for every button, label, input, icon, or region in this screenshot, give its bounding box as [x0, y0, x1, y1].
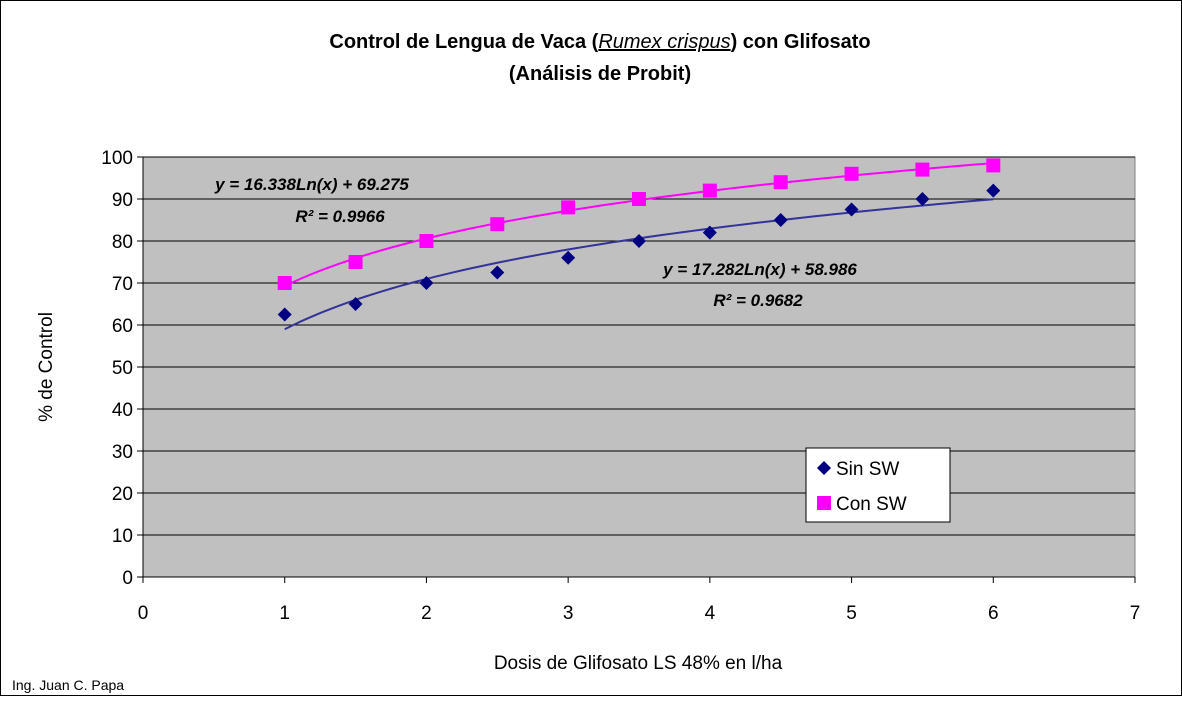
point — [773, 213, 788, 227]
trendline-equation: y = 17.282Ln(x) + 58.986 — [662, 260, 857, 279]
x-tick-label: 5 — [846, 603, 857, 624]
point — [915, 162, 930, 177]
y-tick-label: 70 — [112, 274, 133, 295]
point — [773, 175, 788, 190]
series — [277, 158, 1001, 290]
y-axis-label: % de Control — [36, 312, 57, 422]
point — [702, 183, 717, 198]
point — [561, 250, 576, 265]
chart-subtitle: (Análisis de Probit) — [509, 63, 691, 85]
y-tick-label: 0 — [122, 568, 133, 589]
series — [277, 183, 1001, 322]
y-tick-label: 80 — [112, 232, 133, 253]
trendline-equation: y = 16.338Ln(x) + 69.275 — [214, 175, 409, 194]
x-tick-label: 0 — [138, 603, 149, 624]
point — [844, 166, 859, 181]
legend — [805, 447, 951, 523]
point — [348, 297, 363, 311]
trendline-r2: R² = 0.9966 — [295, 207, 385, 226]
point — [986, 158, 1001, 173]
point — [490, 265, 505, 280]
point — [986, 183, 1001, 198]
point — [419, 234, 434, 248]
y-tick-label: 30 — [112, 442, 133, 463]
legend-label: Sin SW — [836, 459, 899, 480]
point — [490, 217, 505, 232]
x-tick-label: 6 — [988, 603, 999, 624]
y-tick-label: 60 — [112, 316, 133, 337]
legend-marker — [817, 461, 831, 475]
y-tick-label: 10 — [112, 526, 133, 547]
point — [419, 276, 434, 290]
point — [844, 202, 859, 217]
legend-marker — [817, 496, 831, 510]
x-tick-label: 1 — [279, 603, 290, 624]
point — [277, 276, 292, 290]
trendline-r2: R² = 0.9682 — [713, 291, 803, 310]
y-tick-label: 50 — [112, 358, 133, 379]
title-part: ) con Glifosato — [731, 31, 871, 53]
point — [348, 255, 363, 269]
chart-title: Control de Lengua de Vaca (Rumex crispus… — [329, 31, 870, 53]
x-tick-label: 3 — [563, 603, 574, 624]
x-tick-label: 7 — [1130, 603, 1141, 624]
point — [632, 192, 646, 206]
point — [632, 234, 646, 248]
y-tick-label: 90 — [112, 190, 133, 211]
x-tick-label: 4 — [705, 603, 716, 624]
footer: Ing. Juan C. Papa — [12, 677, 124, 693]
point — [915, 192, 930, 206]
x-axis-label: Dosis de Glifosato LS 48% en l/ha — [494, 653, 783, 674]
y-tick-label: 40 — [112, 400, 133, 421]
x-tick-label: 2 — [421, 603, 432, 624]
point — [277, 307, 292, 322]
point — [702, 225, 717, 240]
y-tick-label: 100 — [101, 148, 133, 169]
point — [561, 200, 576, 215]
title-part: Rumex crispus — [598, 31, 730, 53]
title-part: Control de Lengua de Vaca ( — [329, 31, 598, 53]
legend-label: Con SW — [836, 494, 907, 515]
y-tick-label: 20 — [112, 484, 133, 505]
